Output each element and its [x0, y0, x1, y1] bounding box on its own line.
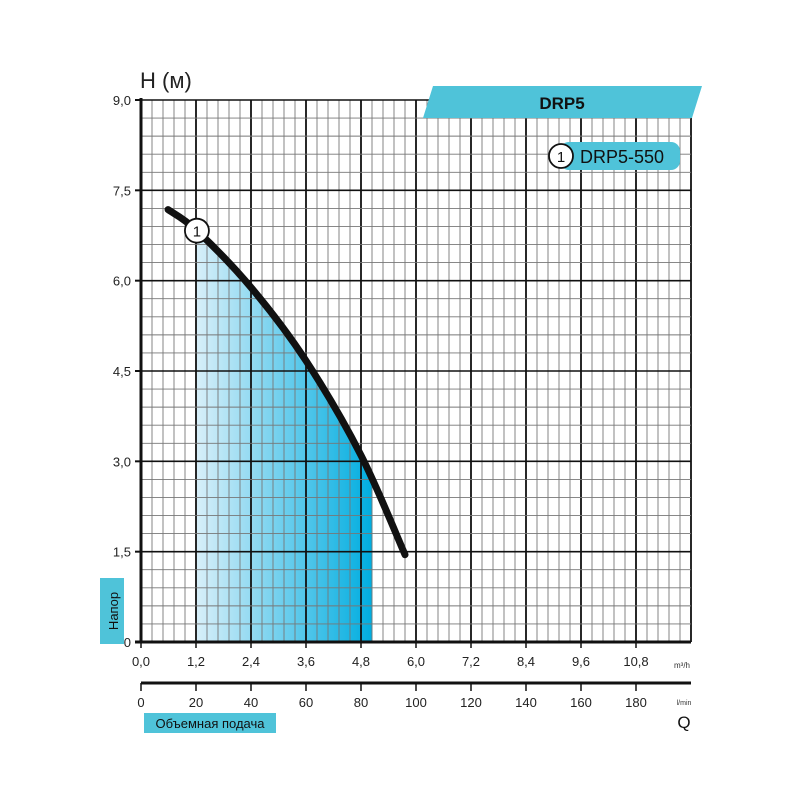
y-tick-label: 4,5 — [113, 364, 131, 379]
x-tick-label: 9,6 — [572, 654, 590, 669]
x2-tick-label: 160 — [570, 695, 592, 710]
x2-tick-label: 0 — [137, 695, 144, 710]
legend-pill — [560, 142, 680, 170]
y-unit-label: H (м) — [140, 68, 192, 93]
x-tick-label: 0,0 — [132, 654, 150, 669]
x-symbol: Q — [677, 713, 690, 732]
x-unit: m³/h — [674, 661, 690, 670]
x-tick-label: 7,2 — [462, 654, 480, 669]
ylabel-box — [100, 578, 124, 644]
y-tick-label: 3,0 — [113, 454, 131, 469]
legend-marker — [548, 143, 574, 169]
x2-tick-label: 180 — [625, 695, 647, 710]
x-tick-label: 4,8 — [352, 654, 370, 669]
x-axis-label: Объемная подача — [156, 716, 266, 731]
y-axis-label: Напор — [106, 592, 121, 630]
x-tick-label: 2,4 — [242, 654, 260, 669]
x-tick-label: 6,0 — [407, 654, 425, 669]
x2-tick-label: 100 — [405, 695, 427, 710]
y-tick-label: 9,0 — [113, 93, 131, 108]
x-tick-label: 3,6 — [297, 654, 315, 669]
y-tick-label: 0 — [124, 635, 131, 650]
legend-marker-label: 1 — [557, 149, 565, 166]
legend-series-name: DRP5-550 — [580, 147, 664, 167]
x2-tick-label: 20 — [189, 695, 203, 710]
x2-tick-label: 140 — [515, 695, 537, 710]
chart-title: DRP5 — [539, 94, 584, 113]
xlabel-box — [144, 713, 276, 733]
x2-tick-label: 40 — [244, 695, 258, 710]
x2-tick-label: 60 — [299, 695, 313, 710]
title-banner — [423, 86, 702, 118]
x2-tick-label: 80 — [354, 695, 368, 710]
x2-tick-label: 120 — [460, 695, 482, 710]
x-tick-label: 8,4 — [517, 654, 535, 669]
curve-marker — [184, 217, 210, 244]
x2-unit: l/min — [677, 700, 692, 707]
x-tick-label: 1,2 — [187, 654, 205, 669]
y-tick-label: 6,0 — [113, 274, 131, 289]
curve-marker-label: 1 — [193, 224, 201, 241]
y-tick-label: 1,5 — [113, 545, 131, 560]
y-tick-label: 7,5 — [113, 183, 131, 198]
x-tick-label: 10,8 — [623, 654, 648, 669]
